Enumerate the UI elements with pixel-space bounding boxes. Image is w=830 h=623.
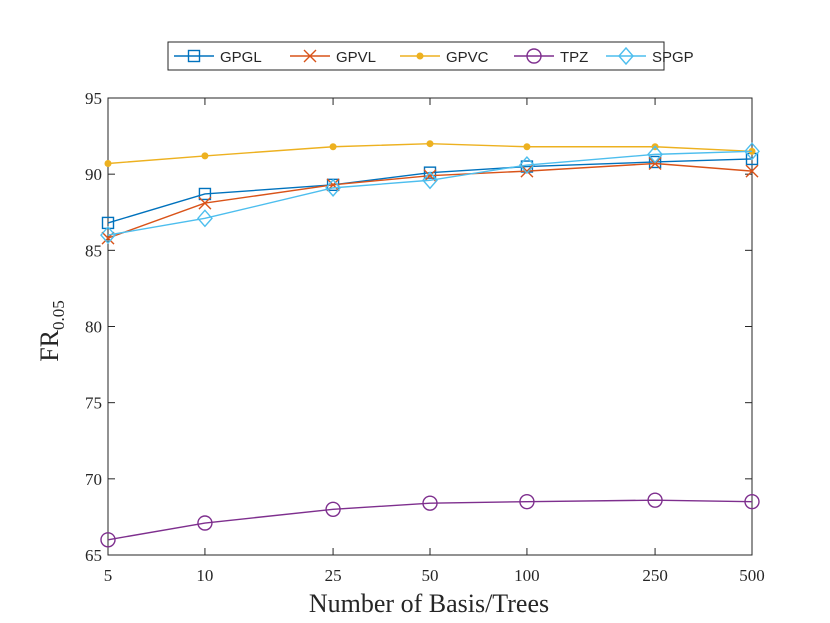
y-tick-label: 90 bbox=[85, 165, 102, 184]
x-tick-label: 500 bbox=[739, 566, 765, 585]
legend-item-gpvc: GPVC bbox=[400, 49, 489, 66]
series-layer bbox=[100, 140, 760, 548]
circle-marker bbox=[744, 493, 760, 510]
square-marker bbox=[423, 166, 437, 179]
y-axis-label: FR0.05 bbox=[35, 300, 68, 362]
y-axis-label-group: FR0.05 bbox=[35, 300, 68, 362]
plot-area bbox=[107, 97, 753, 556]
x-tick-label: 10 bbox=[196, 566, 213, 585]
legend-label: GPVL bbox=[336, 49, 376, 66]
series-spgp bbox=[100, 142, 760, 245]
diamond-marker bbox=[100, 226, 116, 245]
circle-marker bbox=[422, 495, 438, 511]
diamond-marker bbox=[422, 171, 438, 190]
circle-marker bbox=[647, 492, 663, 508]
legend-item-gpgl: GPGL bbox=[174, 49, 262, 66]
y-axis: 65 70 75 80 85 90 95 bbox=[85, 89, 752, 565]
legend-label: TPZ bbox=[560, 49, 588, 66]
x-tick-label: 100 bbox=[514, 566, 540, 585]
diamond-marker bbox=[618, 46, 634, 66]
y-tick-label: 75 bbox=[85, 394, 102, 413]
x-tick-label: 50 bbox=[422, 566, 439, 585]
x-marker bbox=[198, 196, 212, 210]
square-marker bbox=[101, 216, 115, 230]
circle-marker bbox=[519, 493, 535, 510]
y-tick-label: 70 bbox=[85, 470, 102, 489]
x-marker bbox=[648, 157, 662, 170]
dot-marker bbox=[416, 52, 424, 60]
y-tick-label: 65 bbox=[85, 546, 102, 565]
x-axis: 5 10 25 50 100 250 500 bbox=[104, 98, 765, 585]
plot-frame bbox=[107, 97, 753, 556]
legend-label: GPVC bbox=[446, 49, 489, 66]
dot-marker bbox=[329, 143, 337, 151]
x-tick-label: 5 bbox=[104, 566, 113, 585]
diamond-marker bbox=[647, 145, 663, 164]
legend: GPGL GPVL GPVC TPZ SPGP bbox=[167, 41, 694, 71]
dot-marker bbox=[523, 143, 531, 151]
y-tick-label: 85 bbox=[85, 241, 102, 260]
series-line bbox=[107, 499, 753, 541]
square-marker bbox=[648, 155, 662, 169]
legend-label: SPGP bbox=[652, 49, 694, 66]
x-tick-label: 25 bbox=[325, 566, 342, 585]
y-axis-label-subscript: 0.05 bbox=[49, 300, 68, 330]
y-axis-label-main: FR bbox=[35, 329, 64, 361]
legend-item-spgp: SPGP bbox=[606, 46, 694, 66]
x-marker bbox=[745, 164, 759, 178]
square-marker bbox=[187, 49, 201, 63]
y-tick-label: 80 bbox=[85, 318, 102, 337]
square-marker bbox=[198, 187, 212, 201]
circle-marker bbox=[100, 532, 116, 548]
series-line bbox=[107, 150, 753, 236]
y-tick-label: 95 bbox=[85, 89, 102, 108]
legend-label: GPGL bbox=[220, 49, 262, 66]
legend-item-tpz: TPZ bbox=[514, 48, 588, 66]
series-tpz bbox=[100, 492, 760, 548]
diamond-marker bbox=[197, 209, 213, 228]
circle-marker bbox=[197, 515, 213, 531]
x-tick-label: 250 bbox=[642, 566, 668, 585]
x-axis-label: Number of Basis/Trees bbox=[309, 589, 549, 618]
circle-marker bbox=[526, 48, 542, 64]
legend-item-gpvl: GPVL bbox=[290, 49, 376, 66]
diamond-marker bbox=[519, 155, 535, 175]
dot-marker bbox=[426, 140, 434, 148]
circle-marker bbox=[325, 501, 341, 517]
x-marker bbox=[303, 49, 317, 63]
dot-marker bbox=[201, 152, 209, 160]
x-marker bbox=[520, 164, 534, 178]
dot-marker bbox=[104, 160, 112, 168]
diamond-marker bbox=[325, 178, 341, 197]
diamond-marker bbox=[744, 142, 760, 161]
